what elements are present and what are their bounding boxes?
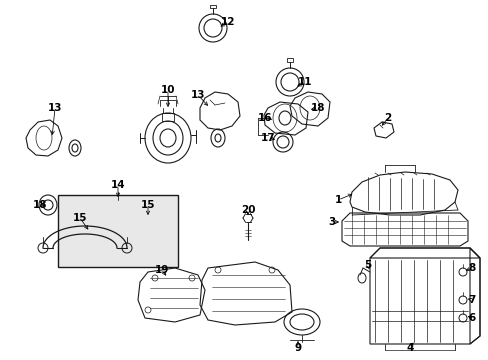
Text: 9: 9 — [294, 343, 301, 353]
Text: 5: 5 — [364, 260, 371, 270]
Text: 6: 6 — [468, 313, 475, 323]
Text: 4: 4 — [406, 343, 413, 353]
Text: 15: 15 — [141, 200, 155, 210]
Text: 1: 1 — [334, 195, 341, 205]
Text: 7: 7 — [468, 295, 475, 305]
Bar — [286, 58, 292, 62]
Text: 12: 12 — [220, 17, 235, 27]
Text: 19: 19 — [155, 265, 169, 275]
Text: 11: 11 — [297, 77, 312, 87]
Text: 14: 14 — [110, 180, 125, 190]
Bar — [209, 5, 216, 8]
Text: 13: 13 — [190, 90, 205, 100]
Text: 16: 16 — [257, 113, 272, 123]
Bar — [58, 195, 178, 267]
Text: 20: 20 — [240, 205, 255, 215]
Text: 10: 10 — [161, 85, 175, 95]
Bar — [162, 113, 174, 121]
Text: 3: 3 — [328, 217, 335, 227]
Text: 2: 2 — [384, 113, 391, 123]
Text: 13: 13 — [48, 103, 62, 113]
Text: 17: 17 — [260, 133, 275, 143]
Text: 8: 8 — [468, 263, 475, 273]
Text: 18: 18 — [33, 200, 47, 210]
Text: 15: 15 — [73, 213, 87, 223]
Text: 18: 18 — [310, 103, 325, 113]
